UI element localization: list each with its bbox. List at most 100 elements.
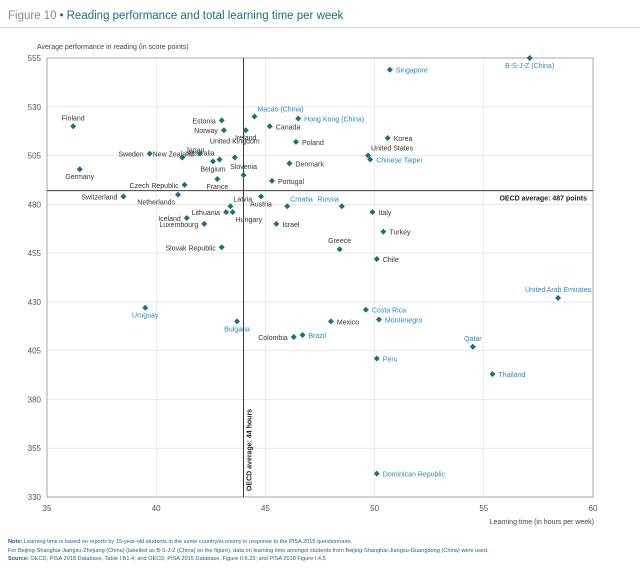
y-tick-label: 330 [28, 493, 42, 502]
label-korea: Korea [394, 136, 413, 143]
point-peru [373, 355, 380, 362]
note-label: Note: [8, 539, 23, 545]
point-montenegro [375, 316, 382, 323]
point-slovenia [240, 172, 247, 179]
oecd-reference-lines: OECD average: 487 points OECD average: 44… [47, 58, 593, 497]
y-tick-label: 555 [28, 54, 42, 63]
label-chinese-taipei: Chinese Taipei [376, 157, 422, 164]
y-tick-label: 505 [28, 152, 42, 161]
label-hungary: Hungary [236, 217, 263, 224]
note-line-2: For Beijing-Shanghai-Jiangsu-Zhejiang (C… [8, 547, 489, 554]
point-austria [258, 193, 265, 200]
label-russia: Russia [317, 196, 339, 203]
point-slovak-republic [218, 244, 225, 251]
title-bullet: • [59, 10, 64, 22]
point-colombia [290, 334, 297, 341]
label-singapore: Singapore [396, 68, 428, 75]
y-tick-label: 430 [28, 298, 42, 307]
label-thailand: Thailand [499, 372, 526, 379]
label-peru: Peru [383, 356, 398, 363]
point-united-arab-emirates [555, 294, 562, 301]
y-tick-label: 380 [28, 395, 42, 404]
x-tick-label: 45 [261, 504, 270, 513]
label-switzerland: Switzerland [81, 195, 117, 202]
label-lithuania: Lithuania [192, 210, 221, 217]
point-switzerland [120, 193, 127, 200]
point-italy [369, 209, 376, 216]
y-tick-label: 355 [28, 444, 42, 453]
label-qatar: Qatar [464, 336, 482, 343]
point-lithuania [223, 209, 230, 216]
oecd-reading-average-label: OECD average: 487 points [499, 196, 587, 203]
label-netherlands: Netherlands [137, 200, 175, 207]
x-tick-label: 40 [152, 504, 161, 513]
figure-number: Figure 10 [8, 10, 57, 22]
label-united-kingdom: United Kingdom [210, 139, 260, 146]
point-macao-china [251, 113, 258, 120]
y-axis-title: Average performance in reading (in score… [37, 44, 189, 51]
x-tick-label: 50 [370, 504, 379, 513]
point-uruguay [142, 304, 149, 311]
point-belgium [209, 158, 216, 165]
label-slovak-republic: Slovak Republic [166, 245, 217, 252]
point-brazil [299, 332, 306, 339]
label-israel: Israel [282, 222, 300, 229]
plot-frame [46, 57, 594, 498]
point-france [214, 175, 221, 182]
point-czech-republic [181, 181, 188, 188]
label-germany: Germany [65, 174, 94, 181]
label-greece: Greece [328, 238, 351, 245]
source-text: OECD, PISA 2018 Database, Table I.B1.4; … [30, 556, 326, 563]
x-tick-label: 35 [43, 504, 52, 513]
label-brazil: Brazil [309, 333, 327, 340]
label-sweden: Sweden [118, 152, 143, 159]
point-poland [292, 138, 299, 145]
label-canada: Canada [276, 124, 301, 131]
point-bulgaria [234, 318, 241, 325]
label-croatia: Croatia [290, 196, 313, 203]
point-united-kingdom [231, 154, 238, 161]
point-croatia [284, 203, 291, 210]
point-b-s-j-z-china [526, 55, 533, 61]
label-japan: Japan [185, 148, 204, 155]
title-divider [0, 27, 640, 28]
point-united-states [365, 152, 372, 159]
x-tick-label: 55 [479, 504, 488, 513]
point-turkey [380, 228, 387, 235]
notes-block: Note: Learning time is based on reports … [8, 538, 633, 564]
point-germany [76, 166, 83, 173]
point-latvia [227, 203, 234, 210]
point-greece [336, 246, 343, 253]
point-chinese-taipei [367, 156, 374, 163]
figure-title-text: Reading performance and total learning t… [66, 10, 344, 22]
label-iceland: Iceland [158, 216, 181, 223]
point-russia [338, 203, 345, 210]
point-luxembourg [201, 220, 208, 227]
point-netherlands [175, 191, 182, 198]
point-portugal [268, 177, 275, 184]
label-bulgaria: Bulgaria [224, 326, 250, 333]
point-ireland [242, 127, 249, 134]
label-uruguay: Uruguay [132, 313, 159, 320]
point-estonia [218, 117, 225, 124]
label-slovenia: Slovenia [230, 164, 257, 171]
point-thailand [489, 371, 496, 378]
point-new-zealand [196, 150, 203, 157]
scatter-chart: Average performance in reading (in score… [28, 44, 598, 526]
label-turkey: Turkey [389, 230, 411, 237]
oecd-hours-average-label: OECD average: 44 hours [247, 409, 254, 491]
label-united-states: United States [371, 146, 414, 153]
label-norway: Norway [194, 128, 218, 135]
point-korea [384, 134, 391, 141]
point-canada [266, 123, 273, 130]
label-czech-republic: Czech Republic [130, 183, 180, 190]
label-austria: Austria [250, 202, 272, 209]
point-singapore [386, 66, 393, 73]
axis-ticks: 35 40 45 50 55 60 330 355 380 405 430 455 480 505 530 5… [28, 54, 598, 513]
label-dominican-republic: Dominican Republic [383, 472, 446, 479]
y-tick-label: 405 [28, 347, 42, 356]
source-line: Source: OECD, PISA 2018 Database, Table … [8, 555, 633, 564]
label-belgium: Belgium [200, 166, 225, 173]
label-hong-kong-china: Hong Kong (China) [304, 116, 364, 123]
point-israel [273, 220, 280, 227]
